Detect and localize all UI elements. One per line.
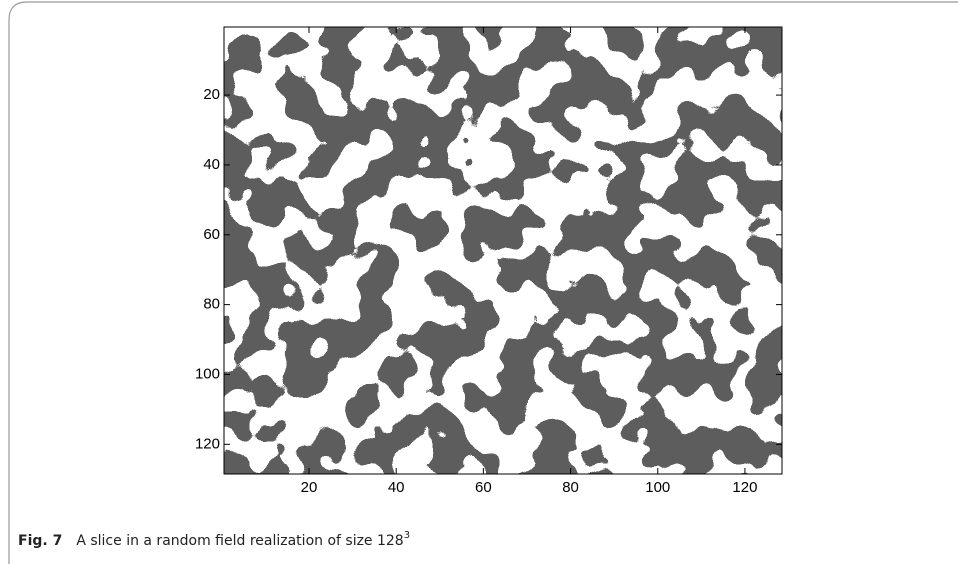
x-tick-label: 120 [732, 479, 757, 496]
x-tick-label: 100 [645, 479, 670, 496]
x-tick-label: 20 [301, 479, 318, 496]
x-tick-label: 40 [388, 479, 405, 496]
plot: 20 40 60 80 100 120 20 40 60 80 100 120 [195, 26, 783, 496]
caption-text: A slice in a random field realization of… [76, 533, 403, 549]
y-tick-label: 80 [203, 296, 220, 313]
x-tick-label: 60 [475, 479, 492, 496]
caption: Fig. 7 A slice in a random field realizat… [18, 530, 410, 549]
y-tick-label: 40 [203, 156, 220, 173]
y-tick-label: 20 [203, 86, 220, 103]
y-tick-label: 60 [203, 226, 220, 243]
x-tick-label: 80 [562, 479, 579, 496]
caption-label: Fig. 7 [18, 533, 62, 549]
caption-superscript: 3 [404, 530, 410, 541]
axes-box [223, 26, 783, 475]
y-tick-label: 120 [195, 435, 220, 452]
frame [8, 1, 958, 564]
y-tick-label: 100 [195, 365, 220, 382]
field-image [224, 27, 782, 474]
